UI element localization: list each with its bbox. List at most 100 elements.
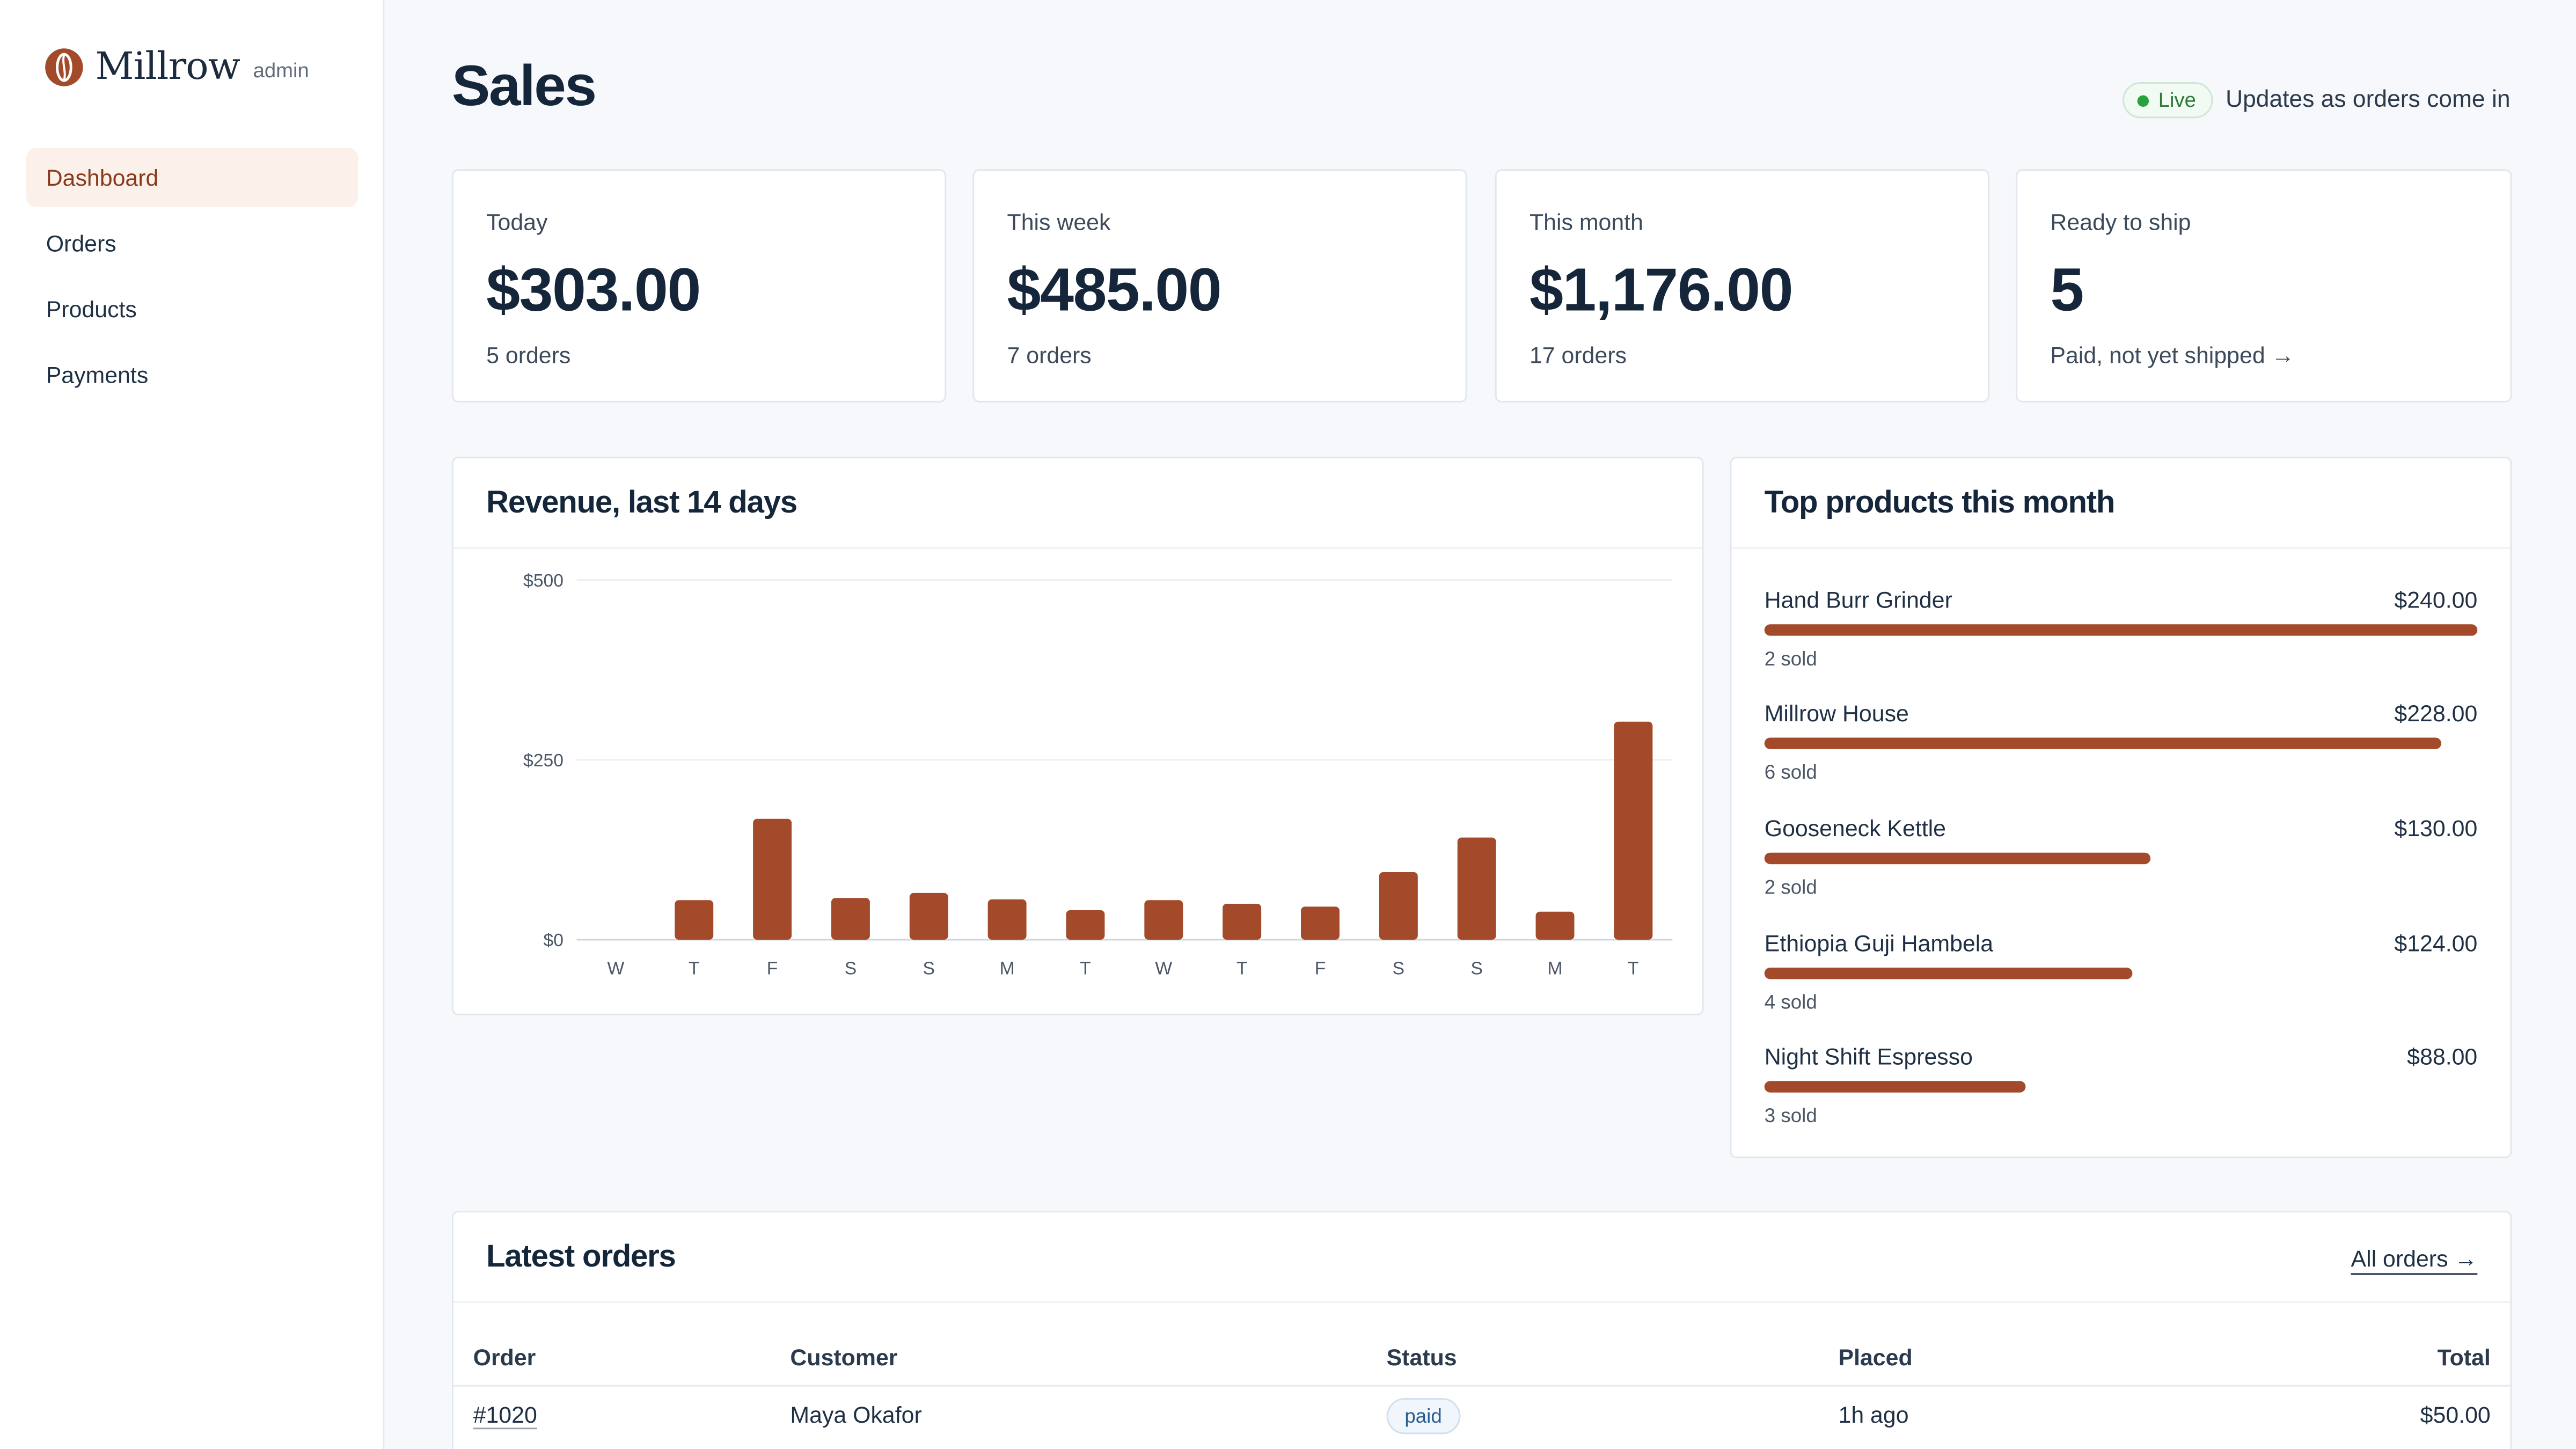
y-tick-label: $500: [523, 571, 564, 591]
brand-tag: admin: [253, 59, 309, 83]
product-bar-track: [1764, 737, 2478, 749]
x-tick-label: W: [608, 958, 625, 978]
column-header-customer[interactable]: Customer: [790, 1344, 898, 1371]
product-bar-track: [1764, 1081, 2478, 1093]
product-name: Gooseneck Kettle: [1764, 815, 1946, 841]
revenue-bar[interactable]: [1614, 721, 1653, 940]
order-id-cell: #1020: [473, 1401, 537, 1430]
latest-orders-title: Latest orders: [486, 1240, 676, 1275]
sidebar-item-payments[interactable]: Payments: [46, 361, 149, 388]
revenue-bar[interactable]: [1301, 906, 1340, 940]
coffee-bean-icon: [45, 48, 83, 86]
revenue-bar[interactable]: [1066, 910, 1105, 940]
product-row[interactable]: Hand Burr Grinder $240.00 2 sold: [1764, 586, 2478, 695]
column-header-status[interactable]: Status: [1386, 1344, 1457, 1371]
revenue-bar[interactable]: [1457, 837, 1496, 940]
product-revenue-bar: [1764, 968, 2133, 979]
stat-value: 5: [2050, 256, 2084, 324]
stat-card-ready-to-ship[interactable]: Ready to ship 5 Paid, not yet shipped →: [2016, 169, 2512, 402]
y-tick-label: $250: [523, 751, 564, 771]
revenue-bar[interactable]: [831, 898, 870, 940]
x-tick-label: T: [1628, 958, 1639, 978]
revenue-bar[interactable]: [753, 818, 792, 940]
stat-label: Ready to ship: [2050, 208, 2191, 235]
brand[interactable]: Millrow admin: [45, 46, 309, 89]
product-bar-track: [1764, 968, 2478, 979]
card-divider: [453, 547, 1702, 549]
revenue-chart-card: Revenue, last 14 days $0 $250 $500 W T F S S M T W…: [451, 457, 1704, 1015]
revenue-bar[interactable]: [675, 900, 714, 940]
product-revenue-bar: [1764, 737, 2442, 749]
revenue-chart-title: Revenue, last 14 days: [486, 486, 797, 521]
x-tick-label: S: [1393, 958, 1404, 978]
card-divider: [453, 1301, 2511, 1303]
revenue-bar[interactable]: [987, 899, 1027, 940]
revenue-bar[interactable]: [1535, 911, 1575, 940]
sidebar-item-orders[interactable]: Orders: [46, 230, 116, 257]
x-tick-label: F: [767, 958, 778, 978]
x-tick-label: W: [1155, 958, 1172, 978]
live-dot-icon: [2136, 94, 2149, 106]
stat-label: This week: [1007, 208, 1111, 235]
revenue-bar[interactable]: [909, 892, 948, 940]
product-row[interactable]: Ethiopia Guji Hambela $124.00 4 sold: [1764, 930, 2478, 1038]
stat-value: $303.00: [486, 256, 701, 324]
order-link[interactable]: #1020: [473, 1401, 537, 1430]
product-revenue: $240.00: [2394, 586, 2478, 613]
revenue-bar[interactable]: [1144, 900, 1183, 940]
x-tick-label: S: [1470, 958, 1482, 978]
revenue-bar-chart: $0 $250 $500 W T F S S M T W T F S S M T: [523, 571, 1673, 978]
all-orders-link[interactable]: All orders →: [2351, 1245, 2478, 1275]
stat-card-today: Today $303.00 5 orders: [451, 169, 947, 402]
x-tick-label: M: [1000, 958, 1015, 978]
status-badge: paid: [1386, 1398, 1460, 1435]
x-tick-label: T: [1080, 958, 1091, 978]
page-title: Sales: [451, 54, 597, 119]
product-name: Millrow House: [1764, 700, 1909, 727]
stat-value: $485.00: [1007, 256, 1222, 324]
product-row[interactable]: Gooseneck Kettle $130.00 2 sold: [1764, 815, 2478, 923]
x-tick-label: S: [923, 958, 935, 978]
product-revenue: $228.00: [2394, 700, 2478, 727]
total-cell: $50.00: [2420, 1401, 2491, 1428]
brand-name: Millrow: [95, 46, 240, 89]
placed-cell: 1h ago: [1838, 1401, 1909, 1428]
x-tick-label: F: [1315, 958, 1326, 978]
product-bar-track: [1764, 852, 2478, 865]
stat-value: $1,176.00: [1529, 256, 1794, 324]
product-revenue-bar: [1764, 1081, 2026, 1093]
ready-to-ship-link[interactable]: Paid, not yet shipped →: [2050, 341, 2295, 368]
product-revenue-bar: [1764, 852, 2151, 865]
customer-cell: Maya Okafor: [790, 1401, 922, 1428]
stat-sub: 7 orders: [1007, 341, 1092, 368]
product-sold: 2 sold: [1764, 875, 1817, 899]
live-label: Live: [2158, 89, 2196, 112]
product-row[interactable]: Millrow House $228.00 6 sold: [1764, 700, 2478, 808]
column-header-placed[interactable]: Placed: [1838, 1344, 1913, 1371]
column-header-order[interactable]: Order: [473, 1344, 536, 1371]
x-tick-label: S: [845, 958, 857, 978]
stat-card-week: This week $485.00 7 orders: [972, 169, 1467, 402]
product-sold: 4 sold: [1764, 990, 1817, 1014]
product-revenue-bar: [1764, 624, 2478, 636]
stat-label: This month: [1529, 208, 1643, 235]
product-revenue: $124.00: [2394, 930, 2478, 956]
column-header-total[interactable]: Total: [2437, 1344, 2491, 1371]
sidebar-item-dashboard[interactable]: Dashboard: [26, 148, 358, 207]
live-status: Live Updates as orders come in: [2122, 82, 2511, 119]
product-sold: 3 sold: [1764, 1104, 1817, 1127]
revenue-bar[interactable]: [1223, 903, 1262, 940]
product-revenue: $88.00: [2407, 1043, 2478, 1070]
revenue-bar[interactable]: [1379, 872, 1418, 940]
product-bar-track: [1764, 624, 2478, 636]
top-products-card: Top products this month Hand Burr Grinde…: [1730, 457, 2512, 1159]
sidebar: Millrow admin Dashboard Orders Products …: [0, 0, 385, 1449]
live-text: Updates as orders come in: [2226, 87, 2511, 114]
top-products-title: Top products this month: [1764, 486, 2116, 521]
sidebar-nav: Dashboard Orders Products Payments: [26, 148, 358, 411]
product-row[interactable]: Night Shift Espresso $88.00 3 sold: [1764, 1043, 2478, 1152]
stat-sub: 17 orders: [1529, 341, 1627, 368]
live-badge: Live: [2122, 82, 2213, 119]
sidebar-item-products[interactable]: Products: [46, 296, 137, 322]
latest-orders-card: Latest orders All orders → Order Custome…: [451, 1211, 2512, 1449]
